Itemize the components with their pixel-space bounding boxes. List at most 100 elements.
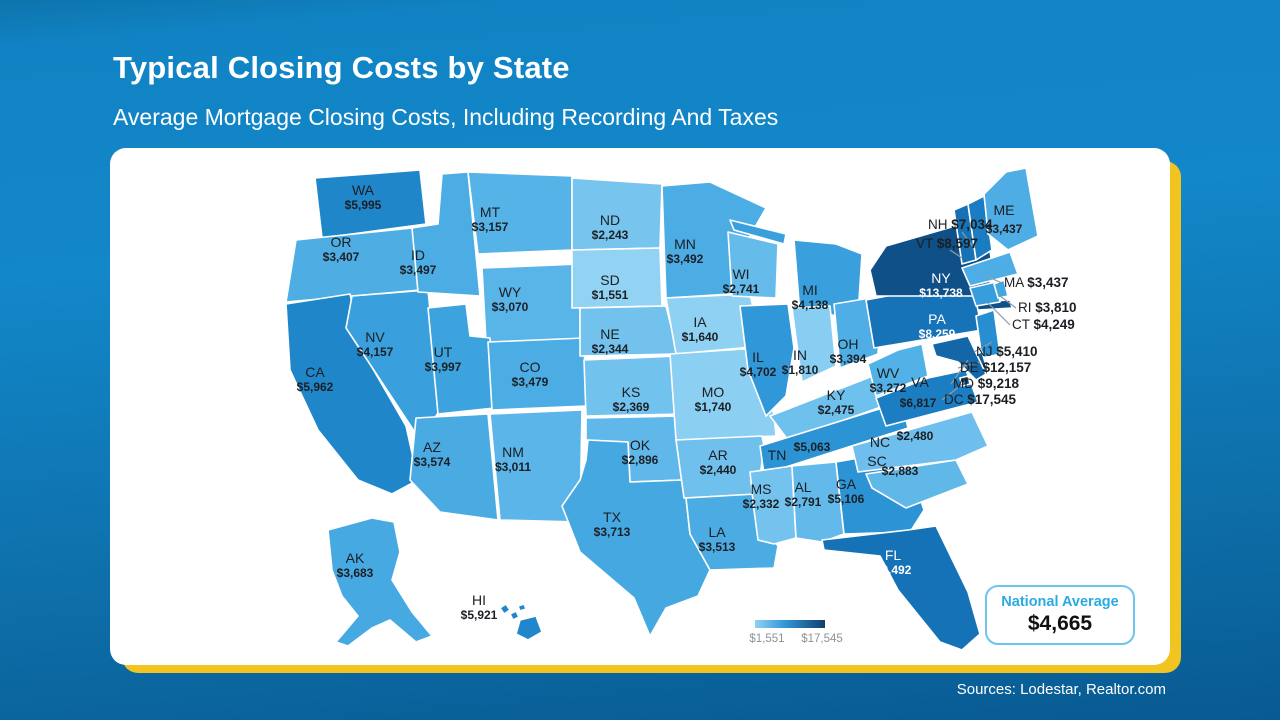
legend-min-label: $1,551 [749,633,784,645]
state-co-abbr: CO [520,359,541,375]
state-labels-layer: WA$5,995 OR$3,407 CA$5,962 NV$4,157 ID$3,497… [297,182,1077,622]
state-il [739,303,795,417]
state-wi [727,231,779,299]
state-fl-value: $8,492 [875,563,912,577]
state-oh-value: $3,394 [830,352,867,366]
state-hi-part [509,610,520,621]
state-ks-abbr: KS [622,384,641,400]
page-subtitle: Average Mortgage Closing Costs, Includin… [113,104,779,130]
national-average-value: $4,665 [1027,612,1093,635]
state-ga-abbr: GA [836,476,857,492]
state-mo-abbr: MO [702,384,725,400]
state-nd-value: $2,243 [592,228,629,242]
state-ut-value: $3,997 [425,360,462,374]
leader-line-de [957,361,981,369]
state-wi-abbr: WI [732,266,749,282]
state-sc-value: $2,883 [882,464,919,478]
state-fl-abbr: FL [885,547,902,563]
state-ga-value: $5,106 [828,492,865,506]
state-fl [821,525,981,651]
states-layer [285,167,1039,651]
state-mi-value: $4,138 [792,298,829,312]
map-legend: $1,551 $17,545 [749,620,843,645]
leader-lines-layer [941,231,1017,401]
state-mi [793,239,863,317]
state-tx [561,439,711,637]
state-mi-abbr: MI [802,282,818,298]
state-nd-abbr: ND [600,212,620,228]
state-la-value: $3,513 [699,540,736,554]
us-choropleth-map: WA$5,995 OR$3,407 CA$5,962 NV$4,157 ID$3,497… [285,167,1077,651]
state-me-value: $3,437 [986,222,1023,236]
state-ny-value: $13,738 [919,286,963,300]
state-oh-abbr: OH [838,336,859,352]
state-nc-abbr: NC [870,434,890,450]
leader-line-nh [961,231,975,249]
state-az [409,413,499,521]
state-ms-value: $2,332 [743,497,780,511]
map-card: WA $5,995 OR $3,407 CA $5,962 NV $4,157 ID $3,497… [110,148,1170,665]
leader-line-md [950,359,969,385]
leader-line-ma [985,275,1003,284]
state-tx-value: $3,713 [594,525,631,539]
state-hi-part [515,615,543,641]
state-ms-abbr: MS [751,481,772,497]
state-la-abbr: LA [708,524,726,540]
state-ut [427,303,495,415]
state-ct-label: CT $4,249 [1012,317,1075,332]
state-sd-value: $1,551 [592,288,629,302]
state-wa [314,169,427,239]
state-ne-abbr: NE [600,326,619,342]
state-ne-value: $2,344 [592,342,629,356]
state-wy-value: $3,070 [492,300,529,314]
state-me [983,167,1039,251]
state-mi-part [729,219,787,245]
state-in-value: $1,810 [782,363,819,377]
state-il-abbr: IL [752,349,764,365]
state-wa-abbr: WA [352,182,375,198]
state-va-abbr: VA [911,374,929,390]
state-vt-label: VT $8,597 [916,236,978,251]
state-ia-value: $1,640 [682,330,719,344]
national-average-box: National Average $4,665 [985,585,1135,645]
state-sc-abbr: SC [867,453,886,469]
state-co-value: $3,479 [512,375,549,389]
state-nj-label: NJ $5,410 [976,344,1038,359]
state-or-value: $3,407 [323,250,360,264]
source-attribution: Sources: Lodestar, Realtor.com [956,681,1166,698]
state-ca-abbr: CA [305,364,325,380]
state-tn-abbr: TN [768,447,787,463]
state-mt-value: $3,157 [472,220,509,234]
state-pa-abbr: PA [928,311,946,327]
state-md [931,335,987,381]
state-tn-value: $5,063 [794,440,831,454]
leader-line-ri [999,295,1017,309]
state-ma-label: MA $3,437 [1004,275,1069,290]
state-nv-abbr: NV [365,329,385,345]
state-wy-abbr: WY [499,284,522,300]
state-wa-value: $5,995 [345,198,382,212]
state-tx-abbr: TX [603,509,622,525]
state-az-value: $3,574 [414,455,451,469]
state-wv [867,343,929,397]
state-il-value: $4,702 [740,365,777,379]
state-ar-abbr: AR [708,447,727,463]
state-hi-abbr: HI [472,592,486,608]
state-tn [759,401,909,475]
state-ri-label: RI $3,810 [1018,300,1077,315]
state-wv-value: $3,272 [870,381,907,395]
state-ia-abbr: IA [693,314,707,330]
state-id-abbr: ID [411,247,425,263]
state-nj [975,309,1001,359]
state-ct [969,281,1001,307]
state-ks-value: $2,369 [613,400,650,414]
state-nv-value: $4,157 [357,345,394,359]
state-ca-value: $5,962 [297,380,334,394]
state-nm-abbr: NM [502,444,524,460]
state-mo-value: $1,740 [695,400,732,414]
state-in-abbr: IN [793,347,807,363]
state-ky-value: $2,475 [818,403,855,417]
state-sd-abbr: SD [600,272,619,288]
state-ny-abbr: NY [931,270,951,286]
